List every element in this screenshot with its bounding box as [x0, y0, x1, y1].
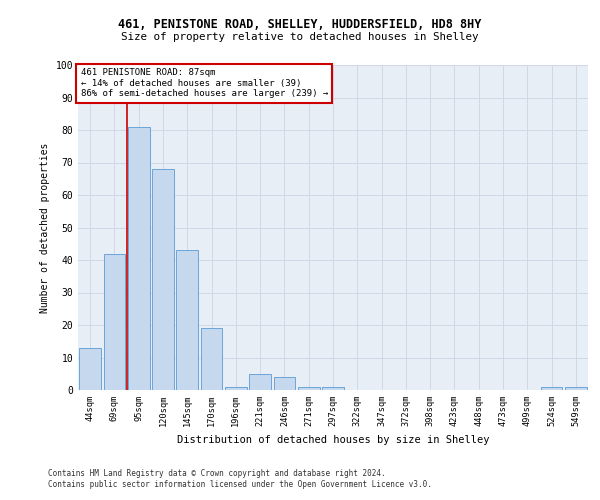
Bar [225, 387, 247, 390]
Bar [565, 387, 587, 390]
Bar [104, 254, 125, 390]
Bar [249, 374, 271, 390]
Text: 461, PENISTONE ROAD, SHELLEY, HUDDERSFIELD, HD8 8HY: 461, PENISTONE ROAD, SHELLEY, HUDDERSFIE… [118, 18, 482, 30]
Text: Size of property relative to detached houses in Shelley: Size of property relative to detached ho… [121, 32, 479, 42]
Bar [541, 387, 562, 390]
Bar [152, 169, 174, 390]
X-axis label: Distribution of detached houses by size in Shelley: Distribution of detached houses by size … [177, 434, 489, 444]
Bar [274, 377, 295, 390]
Y-axis label: Number of detached properties: Number of detached properties [40, 142, 50, 312]
Text: Contains HM Land Registry data © Crown copyright and database right 2024.: Contains HM Land Registry data © Crown c… [48, 468, 386, 477]
Text: 461 PENISTONE ROAD: 87sqm
← 14% of detached houses are smaller (39)
86% of semi-: 461 PENISTONE ROAD: 87sqm ← 14% of detac… [80, 68, 328, 98]
Text: Contains public sector information licensed under the Open Government Licence v3: Contains public sector information licen… [48, 480, 432, 489]
Bar [128, 126, 149, 390]
Bar [200, 328, 223, 390]
Bar [176, 250, 198, 390]
Bar [298, 387, 320, 390]
Bar [322, 387, 344, 390]
Bar [79, 348, 101, 390]
